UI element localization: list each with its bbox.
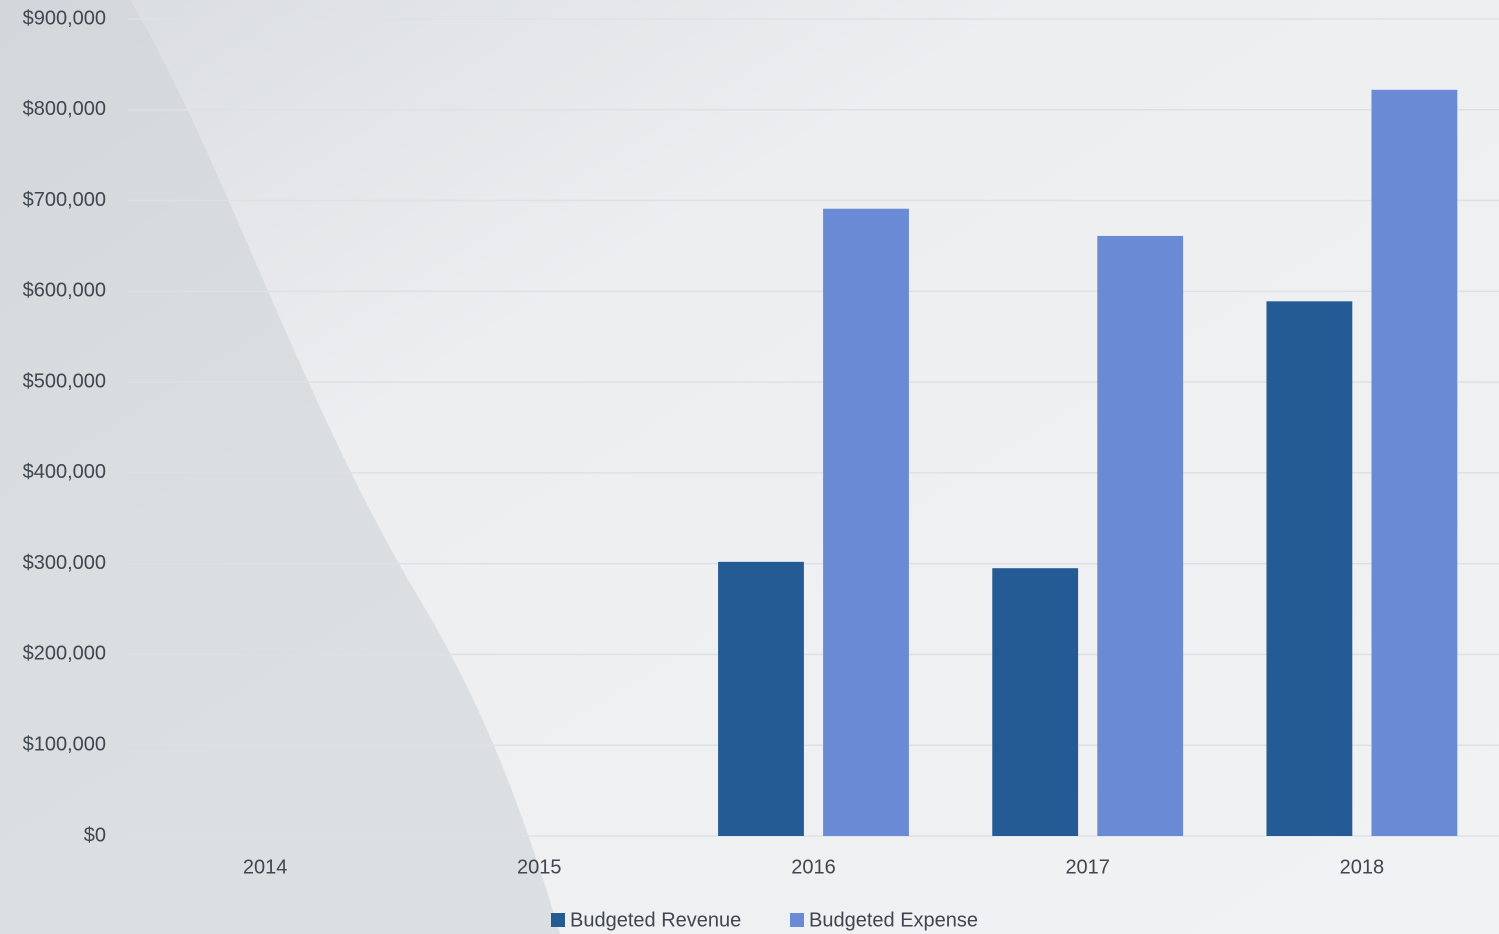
y-tick-label: $700,000 (23, 189, 106, 211)
y-tick-label: $600,000 (23, 280, 106, 302)
bar (1266, 301, 1353, 837)
y-tick-label: $800,000 (23, 98, 106, 120)
x-tick-label: 2014 (243, 856, 288, 878)
y-tick-label: $100,000 (23, 734, 106, 756)
legend-label: Budgeted Expense (809, 909, 978, 931)
y-tick-label: $300,000 (23, 552, 106, 574)
background-shape (0, 0, 560, 934)
legend-label: Budgeted Revenue (570, 909, 741, 931)
y-tick-label: $200,000 (23, 643, 106, 665)
bar (1371, 89, 1458, 837)
legend-swatch (551, 913, 565, 927)
x-tick-label: 2015 (517, 856, 562, 878)
bar (1097, 235, 1184, 837)
x-tick-label: 2016 (791, 856, 836, 878)
bar (718, 561, 804, 836)
bar (823, 208, 909, 836)
x-tick-label: 2018 (1340, 856, 1385, 878)
x-tick-label: 2017 (1065, 856, 1110, 878)
y-tick-label: $500,000 (23, 370, 106, 392)
bar (992, 568, 1079, 836)
y-tick-label: $0 (84, 824, 106, 846)
legend-swatch (790, 913, 804, 927)
y-tick-label: $400,000 (23, 461, 106, 483)
y-tick-label: $900,000 (23, 7, 106, 29)
